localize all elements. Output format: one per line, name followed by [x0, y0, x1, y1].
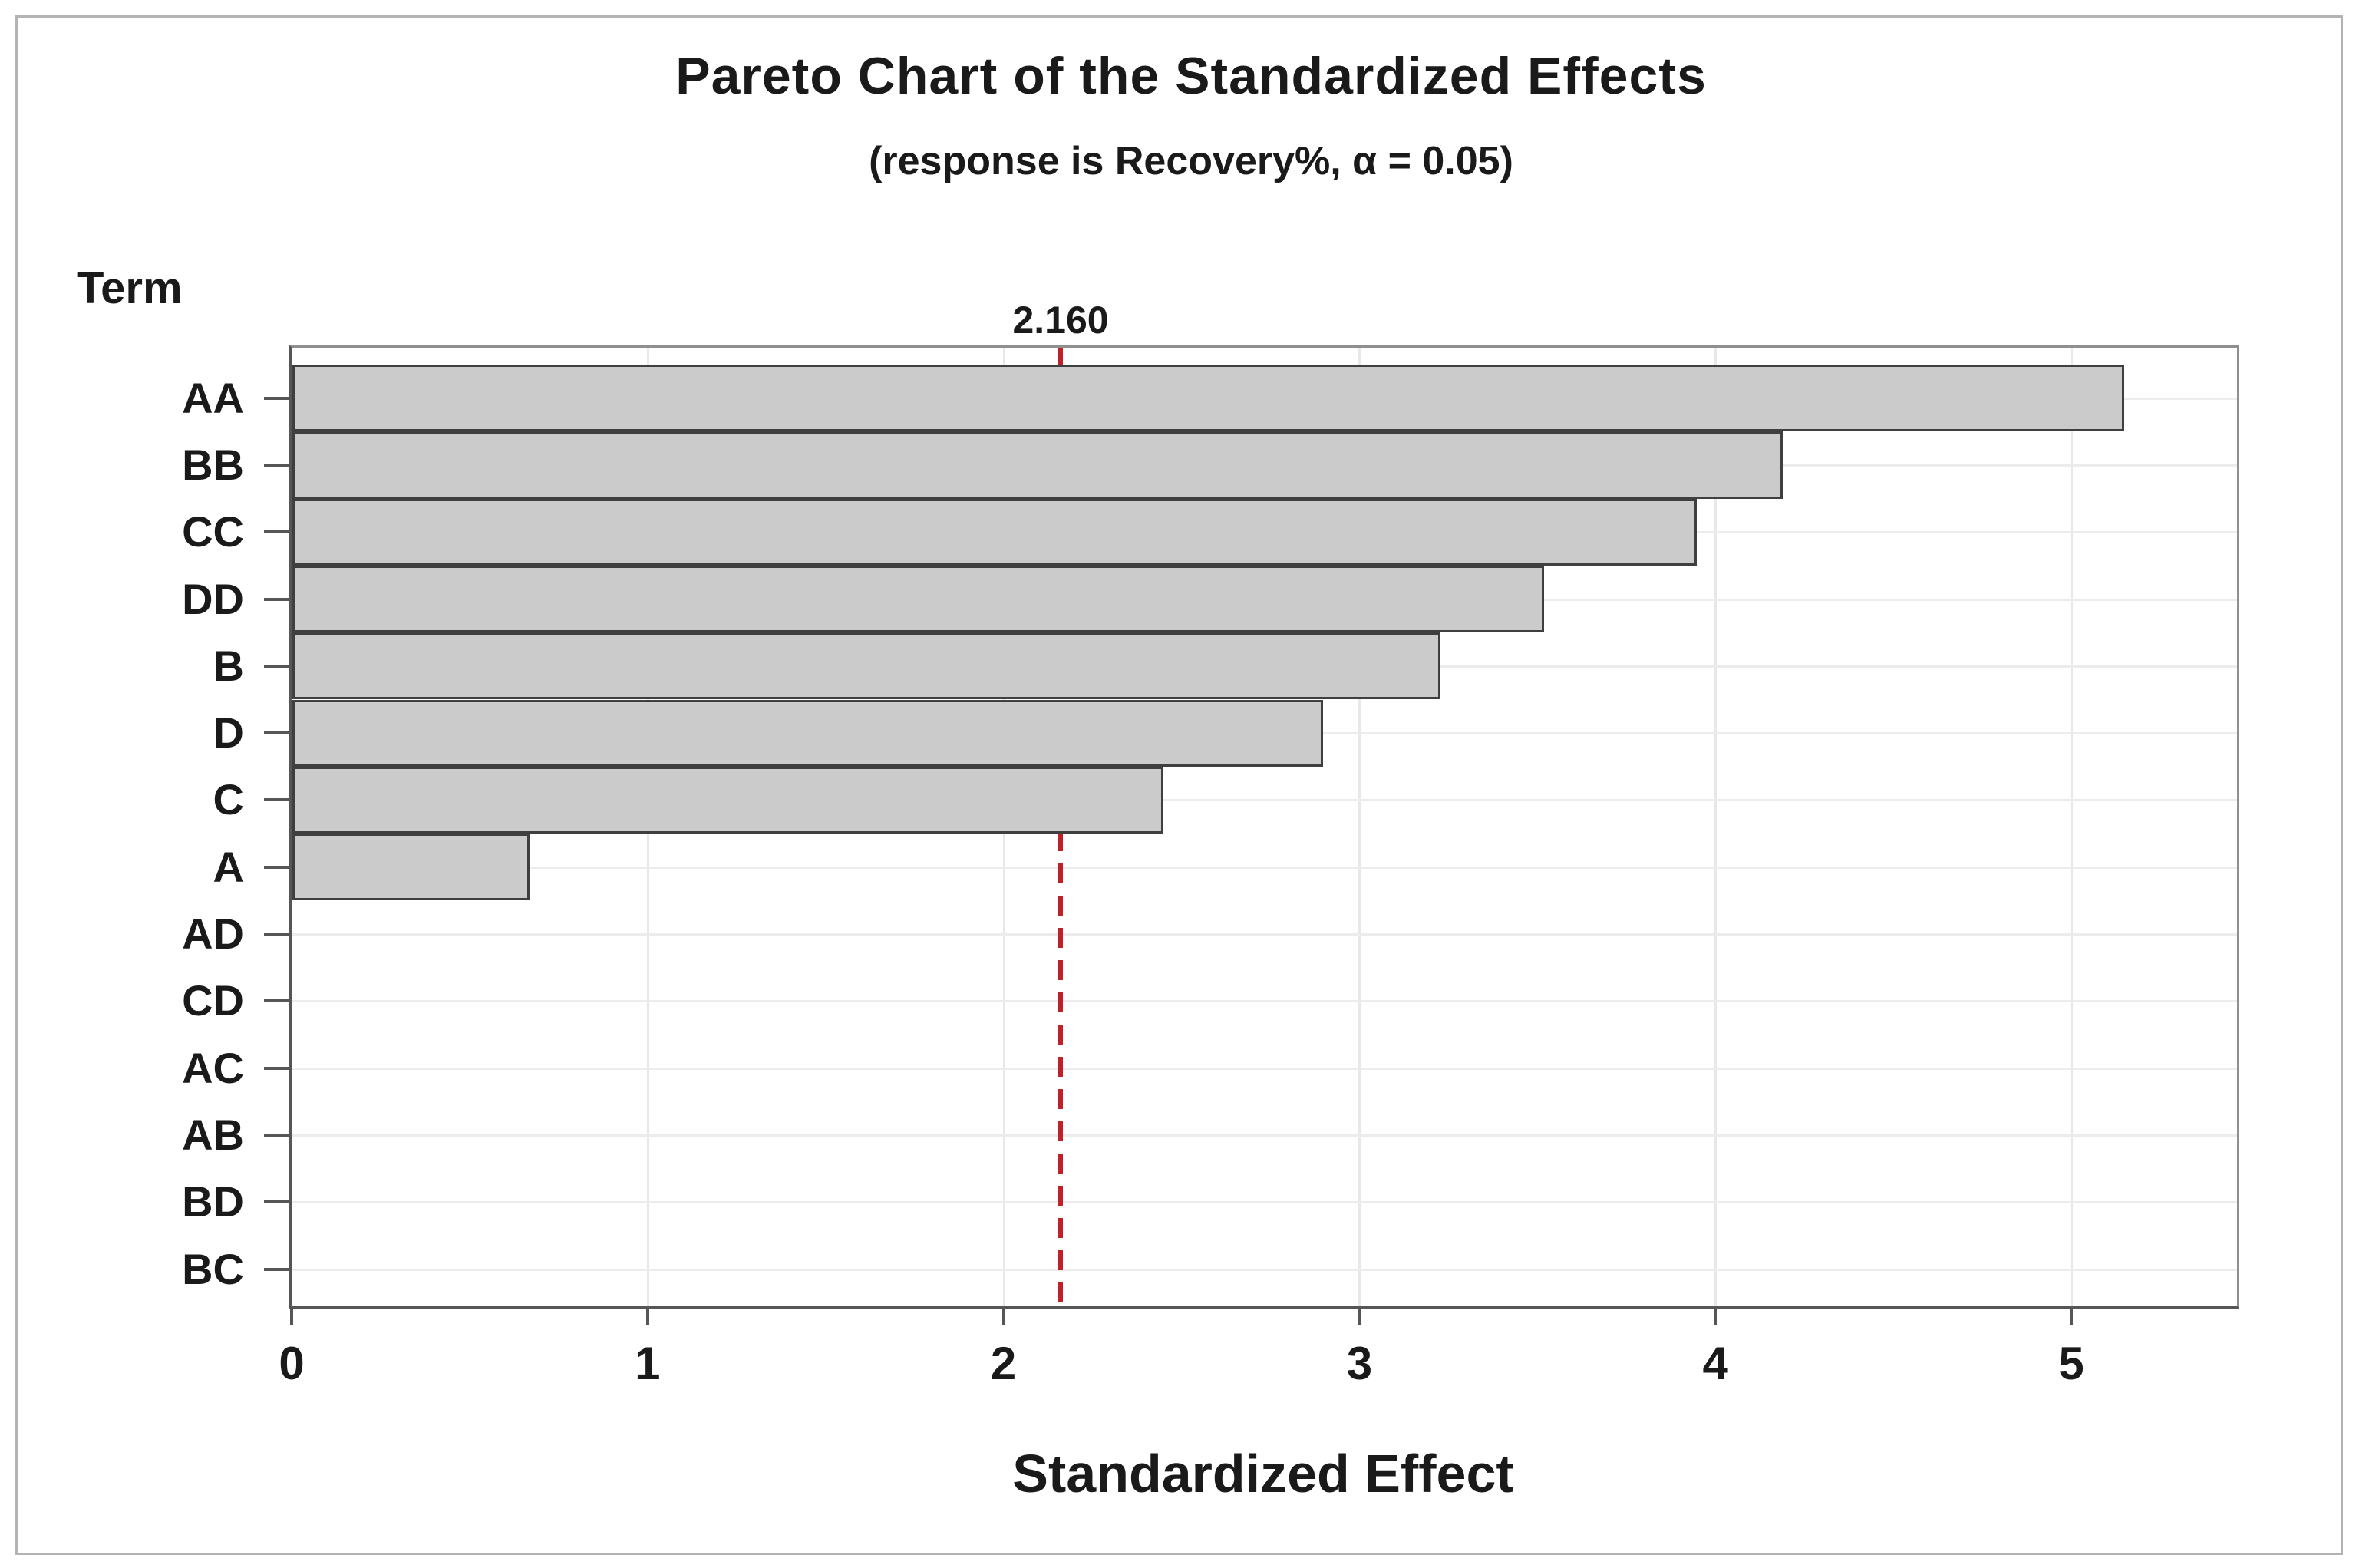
bar-D [292, 699, 1324, 767]
horizontal-gridline [292, 1268, 2237, 1271]
category-tick [264, 463, 289, 467]
horizontal-gridline [292, 1134, 2237, 1137]
category-tick [264, 597, 289, 601]
chart-title: Pareto Chart of the Standardized Effects [675, 47, 1707, 105]
category-label: AA [182, 373, 244, 422]
category-label: C [213, 775, 244, 824]
x-axis-tick-label: 1 [635, 1338, 661, 1389]
reference-line-label: 2.160 [1012, 299, 1109, 342]
x-axis-tick-label: 2 [990, 1338, 1017, 1389]
horizontal-gridline [292, 933, 2237, 936]
x-axis-title: Standardized Effect [1012, 1444, 1514, 1504]
bar-B [292, 632, 1441, 700]
category-label: AB [182, 1110, 244, 1159]
x-axis-tick [645, 1306, 649, 1325]
category-label: AC [182, 1043, 244, 1092]
bar-A [292, 834, 530, 901]
bar-CC [292, 498, 1698, 566]
vertical-gridline [2071, 348, 2073, 1306]
category-tick [264, 865, 289, 869]
y-axis-title: Term [77, 263, 183, 313]
x-axis-tick-label: 5 [2058, 1338, 2084, 1389]
category-tick [264, 1200, 289, 1204]
category-tick [264, 664, 289, 668]
horizontal-gridline [292, 866, 2237, 869]
horizontal-gridline [292, 1000, 2237, 1003]
category-tick [264, 1066, 289, 1070]
category-label: BB [182, 440, 244, 489]
bar-C [292, 766, 1163, 834]
horizontal-gridline [292, 1201, 2237, 1204]
x-axis-tick [2070, 1306, 2073, 1325]
category-tick [264, 1133, 289, 1137]
category-label: A [213, 842, 244, 891]
x-axis-tick [290, 1306, 293, 1325]
x-axis-tick [1001, 1306, 1005, 1325]
category-tick [264, 731, 289, 735]
vertical-gridline [1714, 348, 1718, 1306]
bar-DD [292, 565, 1544, 633]
category-label: AD [182, 909, 244, 959]
bar-AA [292, 365, 2124, 432]
category-label: B [213, 641, 244, 690]
category-label: CD [182, 976, 244, 1025]
plot-inner [292, 348, 2237, 1306]
x-axis-tick-label: 0 [279, 1338, 305, 1389]
category-tick [264, 530, 289, 534]
category-tick [264, 1267, 289, 1271]
category-tick [264, 396, 289, 400]
category-label: CC [182, 507, 244, 556]
x-axis-tick [1358, 1306, 1361, 1325]
horizontal-gridline [292, 1067, 2237, 1070]
category-label: BC [182, 1244, 244, 1293]
chart-subtitle: (response is Recovery%, α = 0.05) [869, 139, 1513, 183]
x-axis-tick-label: 3 [1346, 1338, 1373, 1389]
category-label: BD [182, 1177, 244, 1226]
category-tick [264, 933, 289, 936]
vertical-gridline [1358, 348, 1361, 1306]
x-axis-tick-label: 4 [1702, 1338, 1728, 1389]
category-label: DD [182, 574, 244, 623]
figure-border [15, 15, 2343, 1555]
plot-area [289, 345, 2239, 1309]
horizontal-gridline [292, 799, 2237, 802]
category-label: D [213, 708, 244, 758]
category-tick [264, 798, 289, 802]
x-axis-tick [1714, 1306, 1718, 1325]
bar-BB [292, 431, 1783, 499]
category-tick [264, 999, 289, 1003]
